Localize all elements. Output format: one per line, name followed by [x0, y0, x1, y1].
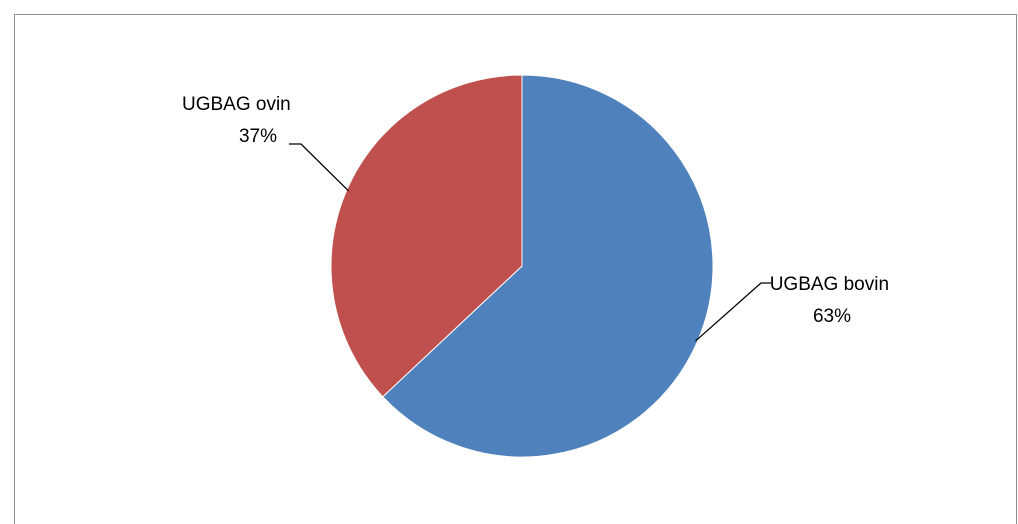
label-ugbag-bovin: UGBAG bovin 63%	[770, 274, 895, 327]
pie-slice-ugbag-bovin	[382, 74, 714, 458]
leader-line-ugbag-ovin	[289, 143, 350, 192]
label-ugbag-ovin-name: UGBAG ovin	[182, 94, 291, 115]
label-ugbag-bovin-name: UGBAG bovin	[770, 274, 889, 295]
leader-line-ugbag-bovin	[695, 282, 771, 342]
label-ugbag-bovin-percent: 63%	[813, 306, 851, 327]
label-ugbag-ovin-percent: 37%	[239, 126, 277, 147]
label-ugbag-ovin: UGBAG ovin 37%	[182, 94, 296, 147]
pie-chart: UGBAG ovin 37% UGBAG bovin 63%	[182, 74, 895, 458]
pie-slice-ugbag-ovin	[330, 74, 523, 398]
